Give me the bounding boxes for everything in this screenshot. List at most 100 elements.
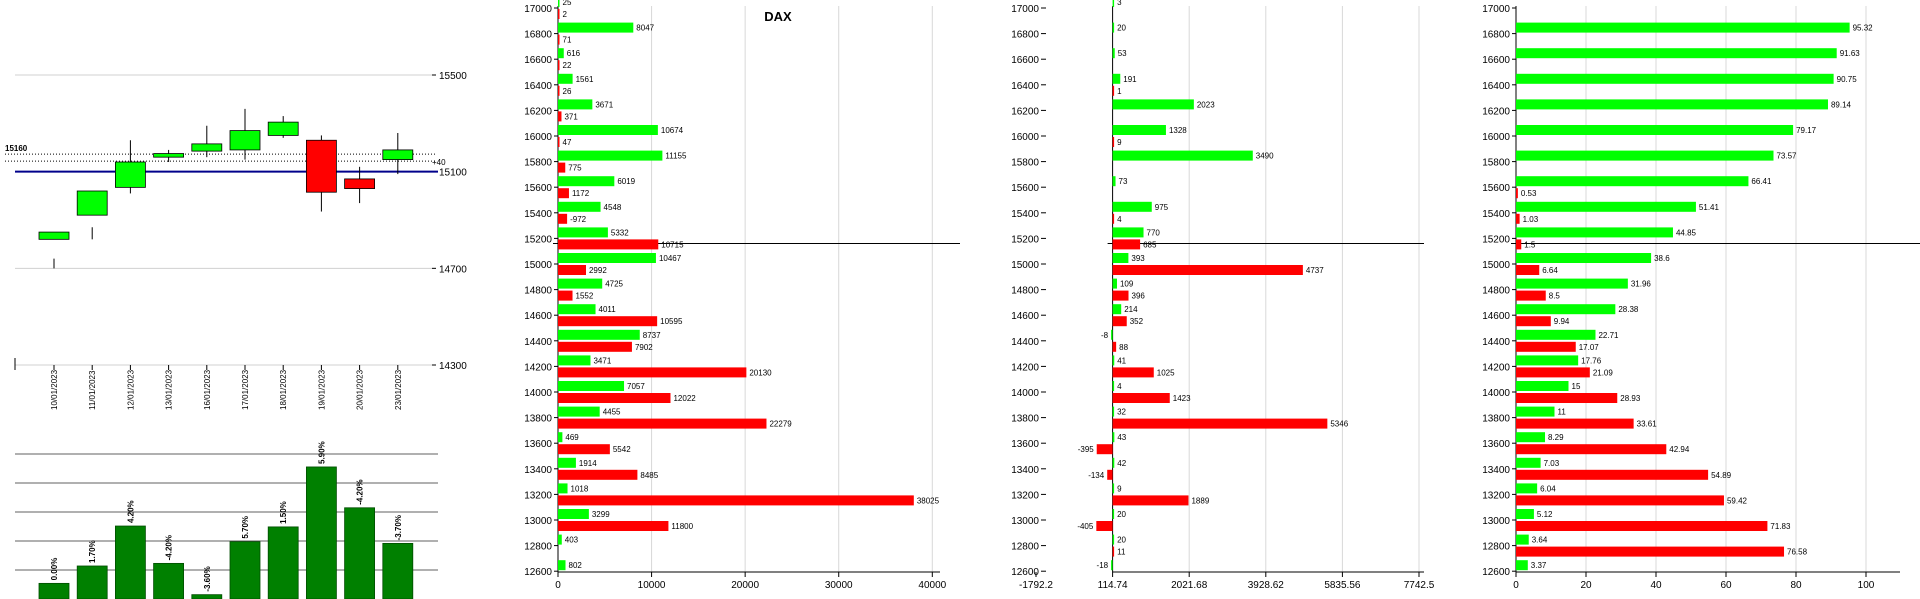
strike-label: 14600	[524, 311, 552, 322]
call-bar	[1112, 432, 1115, 443]
candle-y-tick: 14700	[439, 264, 467, 275]
call-bar-label: 1914	[579, 459, 597, 468]
call-bar-label: 17.76	[1581, 356, 1602, 365]
call-bar-label: 8047	[636, 24, 654, 33]
put-bar	[1112, 367, 1154, 378]
call-bar	[1516, 150, 1774, 161]
candle	[191, 143, 223, 152]
put-bar-label: 11	[1117, 548, 1126, 557]
pct-bar	[382, 543, 414, 599]
x-tick-label: 80	[1790, 580, 1802, 591]
put-bar	[1112, 418, 1328, 429]
put-bar-label: 26	[563, 87, 572, 96]
strike-label: 14400	[1011, 337, 1039, 348]
ref-price-label: 15160	[5, 144, 28, 153]
put-bar	[558, 60, 560, 71]
strike-label: 16000	[524, 132, 552, 143]
strike-label: 13000	[524, 516, 552, 527]
strike-label: 15400	[1482, 209, 1510, 220]
candle	[382, 149, 414, 160]
put-bar	[558, 34, 560, 45]
call-bar-label: 6.04	[1540, 484, 1556, 493]
call-bar-label: 10674	[661, 126, 684, 135]
strike-label: 14000	[1011, 388, 1039, 399]
call-bar	[1112, 73, 1121, 84]
candle	[229, 130, 261, 151]
call-bar-label: 109	[1120, 280, 1134, 289]
call-bar-label: 214	[1124, 305, 1138, 314]
candle-y-tick: 15500	[439, 71, 467, 82]
call-bar-label: 73.57	[1776, 152, 1797, 161]
x-tick-label: 114.74	[1098, 580, 1128, 591]
call-bar	[1112, 201, 1152, 212]
strike-label: 14800	[1482, 286, 1510, 297]
call-bar-label: 4	[1117, 382, 1122, 391]
strike-label: 13200	[1011, 490, 1039, 501]
call-bar	[1516, 509, 1534, 519]
put-bar-label: 47	[563, 138, 572, 147]
call-bar-label: 15	[1572, 382, 1581, 391]
put-bar-label: 1423	[1173, 394, 1191, 403]
strike-label: 12600	[1482, 567, 1510, 578]
delta-chart: 17000 16800 16600 16400 16200 16000 15800 15600…	[1011, 0, 1435, 591]
call-bar-label: 90.75	[1837, 75, 1858, 84]
call-bar-label: 3671	[595, 100, 613, 109]
put-bar-label: 8.5	[1549, 292, 1561, 301]
call-bar	[1112, 227, 1144, 238]
pct-bar	[38, 582, 70, 599]
candle	[267, 121, 299, 136]
put-bar	[1096, 521, 1113, 531]
strike-label: 14000	[524, 388, 552, 399]
call-bar	[1112, 22, 1115, 33]
strike-label: 13000	[1482, 516, 1510, 527]
candle-x-tick: 13/01/2023	[165, 369, 174, 410]
call-bar	[558, 22, 634, 33]
call-bar-label: 28.38	[1618, 305, 1639, 314]
call-bar	[1516, 253, 1652, 263]
call-bar	[1516, 73, 1834, 84]
pct-bar	[305, 466, 337, 599]
strike-label: 16800	[524, 30, 552, 41]
put-bar	[1516, 188, 1518, 199]
put-bar-label: 685	[1143, 240, 1157, 249]
call-bar	[558, 406, 600, 417]
candle-x-tick: 10/01/2023	[50, 369, 59, 410]
call-bar	[1516, 278, 1628, 289]
call-bar-label: -18	[1097, 561, 1109, 570]
put-bar-label: 42.94	[1669, 445, 1690, 454]
call-bar-label: 4725	[605, 280, 623, 289]
strike-label: 14800	[524, 286, 552, 297]
call-bar	[1516, 125, 1794, 135]
call-bar-label: 11155	[665, 152, 687, 161]
call-bar	[1112, 99, 1194, 110]
strike-label: 13800	[1482, 414, 1510, 425]
strike-label: 15200	[1011, 234, 1039, 245]
strike-label: 15000	[1011, 260, 1039, 271]
pct-bar	[267, 526, 299, 599]
call-bar-label: 32	[1117, 408, 1126, 417]
put-bar	[558, 111, 562, 122]
put-bar-label: 1.5	[1524, 240, 1536, 249]
call-bar-label: 1328	[1169, 126, 1187, 135]
strike-label: 17000	[524, 4, 552, 15]
put-bar-label: -134	[1088, 471, 1105, 480]
put-bar	[558, 265, 586, 275]
x-tick-label: 7742.5	[1404, 580, 1435, 591]
put-bar	[558, 418, 767, 429]
put-bar	[558, 188, 569, 199]
x-tick-label: 5835.56	[1324, 580, 1361, 591]
call-bar	[1111, 560, 1113, 571]
call-bar-label: 403	[565, 536, 579, 545]
candle-x-tick: 11/01/2023	[88, 370, 97, 410]
call-bar	[1112, 406, 1115, 417]
call-bar	[558, 99, 593, 110]
call-bar	[1516, 457, 1541, 468]
put-bar	[1516, 444, 1667, 455]
put-bar-label: -395	[1078, 445, 1095, 454]
call-bar-label: 20	[1117, 536, 1126, 545]
call-bar-label: 25	[563, 0, 572, 7]
strike-label: 15600	[1482, 183, 1510, 194]
call-bar-label: 44.85	[1676, 228, 1697, 237]
put-bar-label: 10595	[660, 317, 683, 326]
call-bar	[558, 329, 640, 340]
